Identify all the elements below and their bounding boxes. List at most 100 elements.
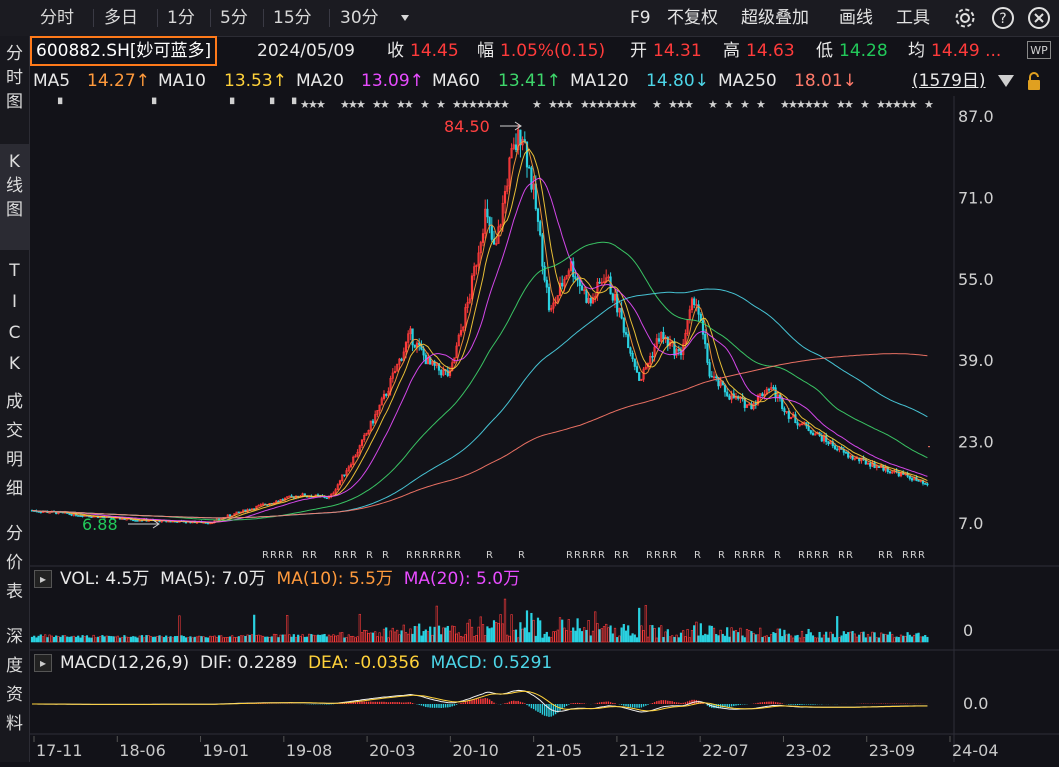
event-marker-r[interactable]: R [454, 550, 461, 561]
event-marker-star[interactable]: ★ [676, 98, 686, 111]
event-marker-star[interactable]: ★ [452, 98, 462, 111]
event-marker-r[interactable]: R [822, 550, 829, 561]
kline-chart[interactable]: 87.071.055.039.023.07.0 ★★★ ★★★ ★★ ★★ ★ ★ ★★★★… [30, 96, 1059, 762]
tab-multi-day[interactable]: 多日 [104, 8, 138, 28]
event-marker-r[interactable]: R [406, 550, 413, 561]
event-marker-star[interactable]: ★ [308, 98, 318, 111]
draw-line-button[interactable]: 画线 [839, 8, 873, 28]
event-marker-r[interactable]: R [590, 550, 597, 561]
event-marker-r[interactable]: R [366, 550, 373, 561]
event-marker-r[interactable]: R [486, 550, 493, 561]
event-marker-r[interactable]: R [734, 550, 741, 561]
tab-5min[interactable]: 5分 [220, 8, 248, 28]
close-icon[interactable] [1026, 5, 1052, 31]
event-marker-r[interactable]: R [718, 550, 725, 561]
event-marker-r[interactable]: R [310, 550, 317, 561]
pane-toggle-icon[interactable]: ▸ [34, 654, 52, 672]
tab-30min[interactable]: 30分 [340, 8, 379, 28]
event-marker-r[interactable]: R [918, 550, 925, 561]
event-marker-star[interactable]: ★ [596, 98, 606, 111]
event-marker-r[interactable]: R [646, 550, 653, 561]
wp-icon[interactable]: WP [1027, 41, 1051, 59]
event-marker-star[interactable]: ★ [652, 98, 662, 111]
event-marker-r[interactable]: R [574, 550, 581, 561]
event-marker-star[interactable]: ★ [708, 98, 718, 111]
event-marker-star[interactable]: ★ [796, 98, 806, 111]
f9-button[interactable]: F9 [630, 8, 651, 28]
event-marker-star[interactable]: ★ [788, 98, 798, 111]
event-marker-star[interactable]: ★ [532, 98, 542, 111]
event-marker-star[interactable]: ★ [500, 98, 510, 111]
event-marker-star[interactable]: ★ [436, 98, 446, 111]
event-marker-r[interactable]: R [342, 550, 349, 561]
event-marker-r[interactable]: R [662, 550, 669, 561]
event-marker-r[interactable]: R [438, 550, 445, 561]
event-marker-star[interactable]: ★ [756, 98, 766, 111]
sidebar-item-trades[interactable]: 成交明细 [0, 388, 29, 518]
event-marker-star[interactable]: ★ [620, 98, 630, 111]
event-marker-star[interactable]: ★ [804, 98, 814, 111]
event-marker-r[interactable]: R [614, 550, 621, 561]
stock-code[interactable]: 600882.SH[妙可蓝多] [30, 36, 218, 66]
event-marker-star[interactable]: ★ [684, 98, 694, 111]
kline-chart-area[interactable]: 87.0 71.0 55.0 39.0 23.0 7.0 ★ ★ ★ ★ ★ ★ ★ ★ ★ ★ ★ ★ ★ ★ ★ ★… [30, 96, 1059, 762]
tab-1min[interactable]: 1分 [167, 8, 195, 28]
lock-icon[interactable] [1026, 71, 1042, 91]
tab-15min[interactable]: 15分 [273, 8, 312, 28]
event-marker[interactable]: ▘ [57, 97, 66, 111]
event-marker-r[interactable]: R [430, 550, 437, 561]
sidebar-item-intraday[interactable]: 分时图 [0, 42, 29, 134]
caret-down-icon[interactable] [398, 11, 412, 25]
sidebar-item-price-table[interactable]: 分价表 [0, 520, 29, 610]
sidebar-item-depth[interactable]: 深度资料 [0, 623, 29, 743]
event-marker-star[interactable]: ★ [420, 98, 430, 111]
event-marker-star[interactable]: ★ [892, 98, 902, 111]
event-marker-star[interactable]: ★ [612, 98, 622, 111]
event-marker-r[interactable]: R [742, 550, 749, 561]
event-marker-r[interactable]: R [582, 550, 589, 561]
event-marker-star[interactable]: ★ [860, 98, 870, 111]
event-marker-r[interactable]: R [846, 550, 853, 561]
event-marker-star[interactable]: ★ [468, 98, 478, 111]
event-marker-r[interactable]: R [446, 550, 453, 561]
event-marker-star[interactable]: ★ [844, 98, 854, 111]
event-marker-r[interactable]: R [750, 550, 757, 561]
event-marker-star[interactable]: ★ [588, 98, 598, 111]
event-marker-r[interactable]: R [422, 550, 429, 561]
event-marker-r[interactable]: R [798, 550, 805, 561]
event-marker-r[interactable]: R [598, 550, 605, 561]
tab-intraday[interactable]: 分时 [40, 8, 74, 28]
event-marker-r[interactable]: R [262, 550, 269, 561]
event-marker-star[interactable]: ★ [924, 98, 934, 111]
event-marker[interactable]: ▘ [151, 97, 160, 111]
event-marker-star[interactable]: ★ [348, 98, 358, 111]
event-marker-star[interactable]: ★ [668, 98, 678, 111]
event-marker-star[interactable]: ★ [836, 98, 846, 111]
event-marker-star[interactable]: ★ [356, 98, 366, 111]
event-marker[interactable]: ▘ [229, 97, 238, 111]
event-marker-r[interactable]: R [694, 550, 701, 561]
tools-button[interactable]: 工具 [896, 8, 930, 28]
event-marker-r[interactable]: R [518, 550, 525, 561]
help-icon[interactable]: ? [990, 5, 1016, 31]
event-marker-star[interactable]: ★ [476, 98, 486, 111]
event-marker-star[interactable]: ★ [820, 98, 830, 111]
event-marker-r[interactable]: R [334, 550, 341, 561]
event-marker-star[interactable]: ★ [876, 98, 886, 111]
event-marker[interactable]: ▘ [291, 97, 300, 111]
event-marker-star[interactable]: ★ [548, 98, 558, 111]
event-marker-r[interactable]: R [566, 550, 573, 561]
day-count[interactable]: (1579日) [912, 71, 986, 91]
no-adjust-button[interactable]: 不复权 [667, 8, 718, 28]
event-marker-star[interactable]: ★ [340, 98, 350, 111]
event-marker-star[interactable]: ★ [604, 98, 614, 111]
event-marker-r[interactable]: R [774, 550, 781, 561]
event-marker-r[interactable]: R [286, 550, 293, 561]
event-marker-r[interactable]: R [910, 550, 917, 561]
event-marker-star[interactable]: ★ [316, 98, 326, 111]
event-marker-r[interactable]: R [758, 550, 765, 561]
sidebar-item-tick[interactable]: TICK [0, 256, 29, 376]
event-marker-star[interactable]: ★ [404, 98, 414, 111]
event-marker-r[interactable]: R [886, 550, 893, 561]
event-marker-r[interactable]: R [670, 550, 677, 561]
